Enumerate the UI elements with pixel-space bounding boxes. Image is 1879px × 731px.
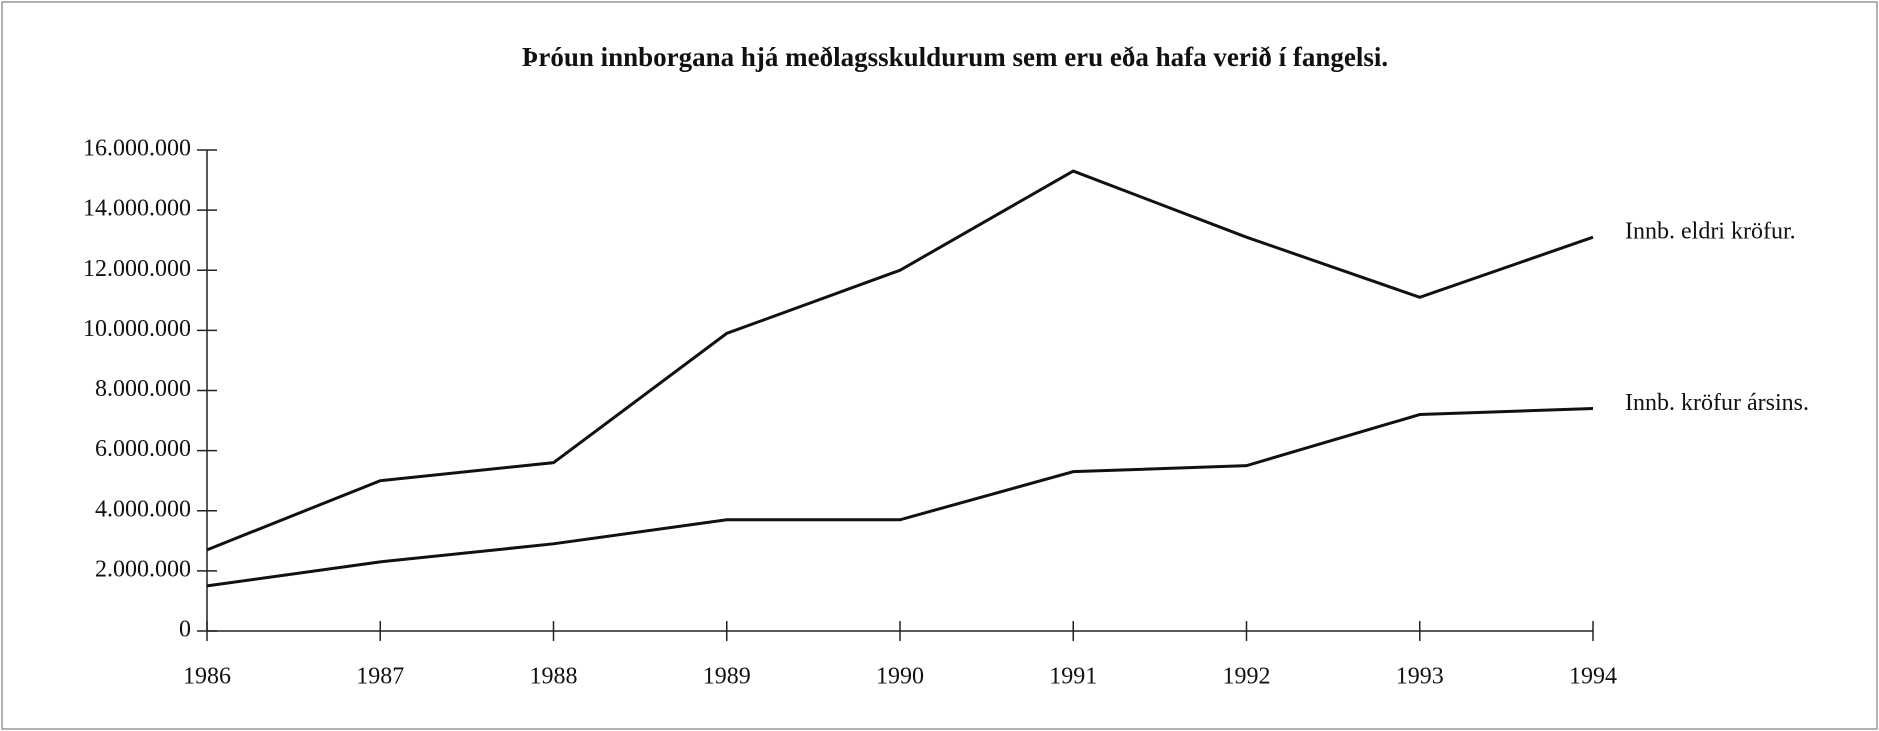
y-tick-label: 6.000.000	[95, 436, 191, 462]
chart-title: Þróun innborgana hjá meðlagsskuldurum se…	[522, 42, 1388, 72]
x-tick-label: 1992	[1223, 664, 1271, 690]
x-tick-label: 1994	[1569, 664, 1617, 690]
line	[206, 407, 1594, 588]
x-tick-label: 1993	[1396, 664, 1444, 690]
x-tick-label: 1986	[183, 664, 231, 690]
series-label: Innb. kröfur ársins.	[1625, 390, 1809, 416]
y-tick-label: 0	[179, 617, 191, 643]
series-label: Innb. eldri kröfur.	[1625, 219, 1796, 245]
line	[206, 169, 1594, 552]
y-tick-label: 14.000.000	[83, 196, 191, 222]
y-tick-label: 16.000.000	[83, 136, 191, 162]
y-tick-label: 12.000.000	[83, 256, 191, 282]
y-tick-label: 2.000.000	[95, 556, 191, 582]
x-tick-label: 1987	[356, 664, 404, 690]
x-tick-label: 1991	[1049, 664, 1097, 690]
x-tick-label: 1990	[876, 664, 924, 690]
y-tick-label: 8.000.000	[95, 376, 191, 402]
y-tick-label: 10.000.000	[83, 316, 191, 342]
x-tick-label: 1988	[530, 664, 578, 690]
x-tick-label: 1989	[703, 664, 751, 690]
y-tick-label: 4.000.000	[95, 496, 191, 522]
